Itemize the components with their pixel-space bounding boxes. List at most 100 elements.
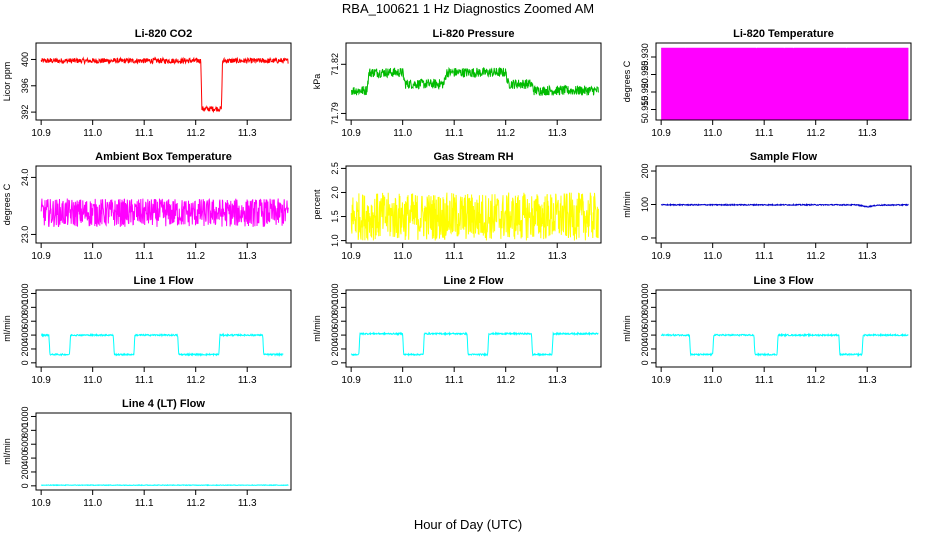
panel-6-xtick-label: 11.1 — [755, 251, 774, 262]
panel-9-series-line — [660, 332, 909, 357]
panel-8-ytick-label: 600 — [330, 314, 340, 329]
panel-6-xtick-label: 10.9 — [651, 251, 671, 262]
panel-3-xtick-label: 11.1 — [755, 128, 774, 139]
panel-5-xtick-label: 11.0 — [393, 251, 412, 262]
panel-7-ytick-label: 600 — [20, 314, 30, 329]
panel-3-xtick-label: 11.0 — [703, 128, 722, 139]
panel-7-plot-frame — [35, 289, 292, 368]
panel-4-ytick-label: 24.0 — [20, 169, 30, 187]
panel-10-ytick-label: 800 — [20, 423, 30, 438]
panel-5-title: Gas Stream RH — [433, 151, 513, 163]
panel-1-ylabel: Licor ppm — [2, 62, 12, 102]
panel-10-ytick-label: 400 — [20, 451, 30, 466]
panel-4-xtick-label: 11.2 — [186, 251, 205, 262]
panel-2-xtick-label: 10.9 — [341, 128, 361, 139]
panel-1-ytick-label: 392 — [20, 105, 30, 120]
panel-1-xtick-label: 11.1 — [135, 128, 154, 139]
panel-8-xtick-label: 11.1 — [445, 375, 464, 386]
panel-9-ylabel: ml/min — [622, 315, 632, 342]
panel-7-xtick-label: 11.1 — [135, 375, 154, 386]
panel-8-ytick-label: 200 — [330, 341, 340, 356]
panel-2-ytick-label: 71.79 — [330, 102, 340, 125]
panel-5-ytick-label: 1.0 — [330, 234, 340, 247]
panel-9-xtick-label: 11.1 — [755, 375, 774, 386]
panel-6-ytick-label: 200 — [640, 164, 650, 179]
panel-3-ytick-label: 50.925 — [640, 61, 650, 89]
panel-1-xtick-label: 11.0 — [83, 128, 102, 139]
panel-10-ytick-label: 0 — [20, 483, 30, 488]
panel-6-title: Sample Flow — [750, 151, 818, 163]
panel-8-xtick-label: 11.2 — [496, 375, 515, 386]
panel-8-ytick-label: 800 — [330, 300, 340, 315]
panel-3-plot-frame — [655, 42, 912, 121]
panel-2-plot-frame — [345, 42, 602, 121]
panel-2-xtick-label: 11.3 — [548, 128, 567, 139]
panel-7-title: Line 1 Flow — [134, 275, 194, 287]
panel-6-xtick-label: 11.3 — [858, 251, 877, 262]
x-axis-label: Hour of Day (UTC) — [413, 517, 523, 532]
panel-7-ytick-label: 0 — [20, 360, 30, 365]
panel-2-ylabel: kPa — [312, 74, 322, 90]
panel-9-title: Line 3 Flow — [754, 275, 814, 287]
panel-9-ytick-label: 1000 — [640, 283, 650, 303]
panel-9-xtick-label: 11.0 — [703, 375, 722, 386]
panel-2-xtick-label: 11.0 — [393, 128, 412, 139]
panel-4-ylabel: degrees C — [2, 183, 12, 225]
panel-7-ytick-label: 1000 — [20, 283, 30, 303]
panel-7-ytick-label: 400 — [20, 328, 30, 343]
panel-4-ytick-label: 23.0 — [20, 226, 30, 244]
panel-8-ytick-label: 1000 — [330, 283, 340, 303]
panel-6-ytick-label: 100 — [640, 197, 650, 212]
panel-10-xtick-label: 11.0 — [83, 498, 102, 509]
panel-1-ytick-label: 400 — [20, 52, 30, 67]
panel-7-xtick-label: 11.0 — [83, 375, 102, 386]
panel-6-series-line — [660, 202, 909, 208]
panel-2-xtick-label: 11.2 — [496, 128, 515, 139]
panel-6-xtick-label: 11.2 — [806, 251, 825, 262]
panel-3-xtick-label: 11.2 — [806, 128, 825, 139]
panel-4-xtick-label: 11.0 — [83, 251, 102, 262]
panel-4-xtick-label: 11.3 — [238, 251, 257, 262]
panel-3-ylabel: degrees C — [622, 60, 632, 102]
panel-8-ytick-label: 400 — [330, 328, 340, 343]
panel-3-title: Li-820 Temperature — [733, 28, 834, 40]
panel-1-ytick-label: 396 — [20, 78, 30, 93]
panel-1-xtick-label: 11.2 — [186, 128, 205, 139]
panel-1-xtick-label: 10.9 — [31, 128, 51, 139]
panel-6-ylabel: ml/min — [622, 191, 632, 218]
panel-3-ytick-label: 50.930 — [640, 43, 650, 71]
panel-8-ytick-label: 0 — [330, 360, 340, 365]
panel-10-ytick-label: 600 — [20, 437, 30, 452]
panel-2-series-line — [350, 66, 599, 97]
panel-7-xtick-label: 11.3 — [238, 375, 257, 386]
panel-10-series-line — [40, 484, 289, 487]
panel-9-ytick-label: 600 — [640, 314, 650, 329]
panel-9-ytick-label: 800 — [640, 300, 650, 315]
panel-5-ytick-label: 2.5 — [330, 162, 340, 175]
panel-5-xtick-label: 10.9 — [341, 251, 361, 262]
panel-5-ytick-label: 2.0 — [330, 186, 340, 199]
panel-8-xtick-label: 10.9 — [341, 375, 361, 386]
panel-5-plot-frame — [345, 165, 602, 244]
panel-1-plot-frame — [35, 42, 292, 121]
panel-1-title: Li-820 CO2 — [135, 28, 192, 40]
panel-10-ytick-label: 200 — [20, 464, 30, 479]
panel-8-series-line — [350, 331, 599, 357]
panel-4-xtick-label: 10.9 — [31, 251, 51, 262]
panel-6-ytick-label: 0 — [640, 235, 650, 240]
panel-4-title: Ambient Box Temperature — [95, 151, 232, 163]
panel-3-xtick-label: 10.9 — [651, 128, 671, 139]
panel-3-series-line — [661, 47, 909, 121]
panel-10-plot-frame — [35, 412, 292, 491]
panel-9-ytick-label: 200 — [640, 341, 650, 356]
panel-7-ytick-label: 200 — [20, 341, 30, 356]
panel-9-xtick-label: 10.9 — [651, 375, 671, 386]
panel-9-xtick-label: 11.2 — [806, 375, 825, 386]
panel-10-xtick-label: 11.3 — [238, 498, 257, 509]
panel-6-xtick-label: 11.0 — [703, 251, 722, 262]
panel-9-ytick-label: 400 — [640, 328, 650, 343]
panel-8-title: Line 2 Flow — [444, 275, 504, 287]
panel-5-series-line — [350, 192, 599, 241]
panel-10-xtick-label: 11.1 — [135, 498, 154, 509]
